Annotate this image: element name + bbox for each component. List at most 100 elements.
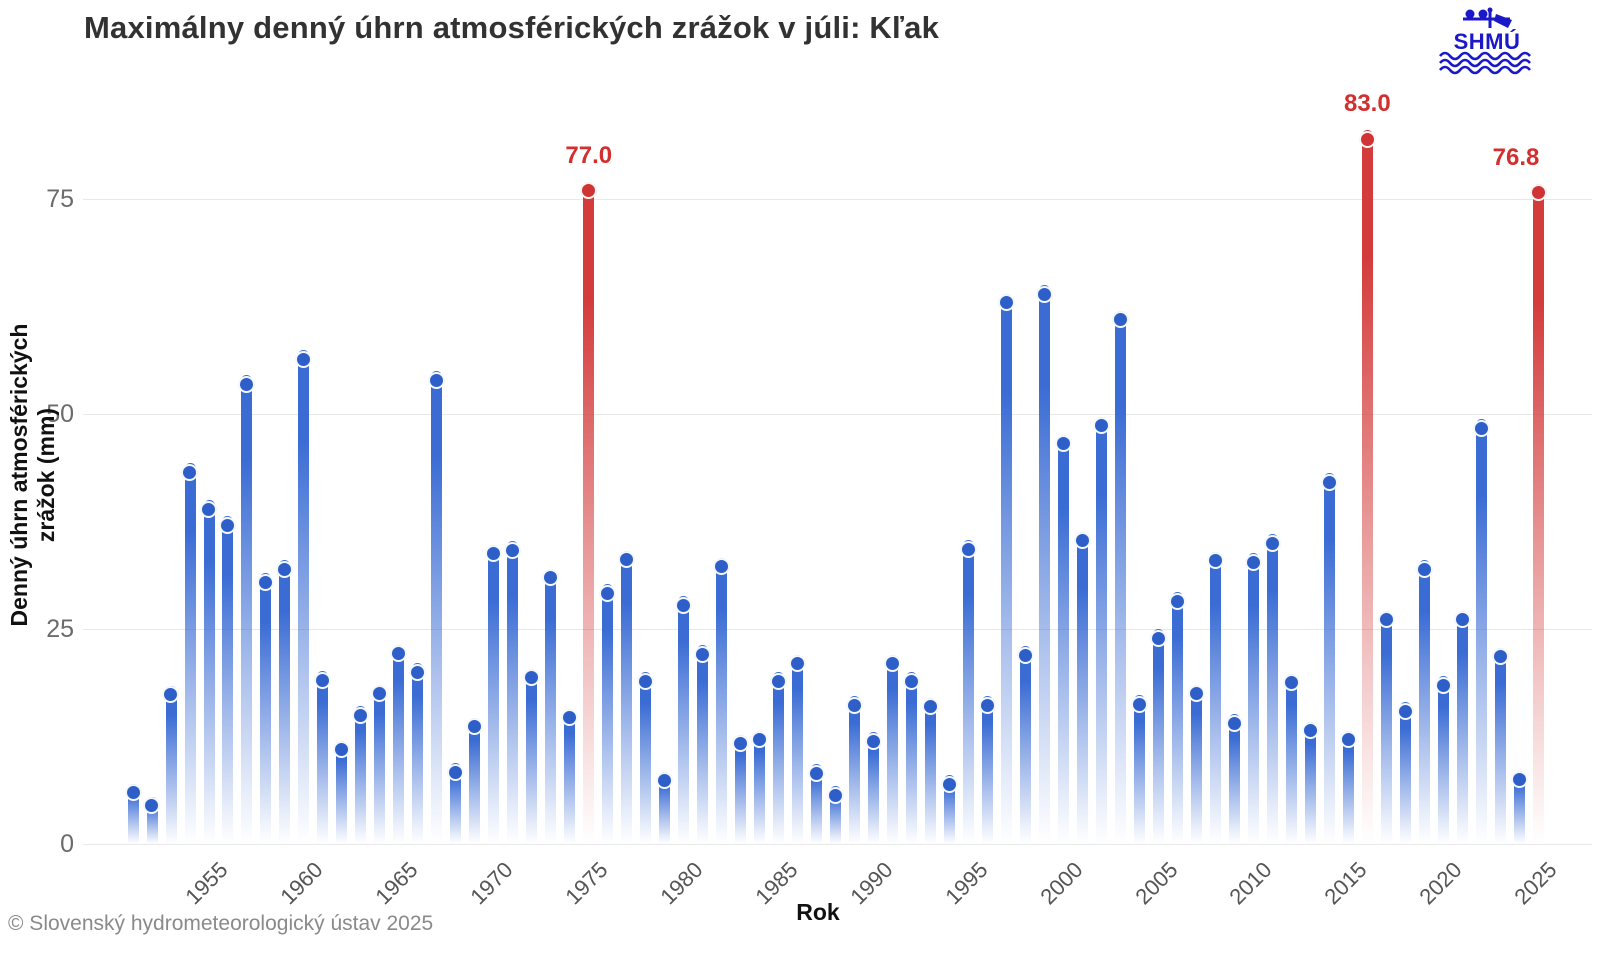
bar-1979[interactable] <box>659 771 671 844</box>
bar-2012[interactable] <box>1285 673 1297 844</box>
bar-1991[interactable] <box>887 654 899 844</box>
bar-1958[interactable] <box>260 573 272 844</box>
bar-dot-1957 <box>238 375 256 393</box>
bar-1957[interactable] <box>241 375 253 844</box>
bar-1978[interactable] <box>640 672 652 844</box>
bar-2004[interactable] <box>1134 695 1145 844</box>
bar-2010[interactable] <box>1247 553 1259 844</box>
bar-dot-1958 <box>257 573 275 591</box>
bar-1998[interactable] <box>1020 646 1031 844</box>
bar-1951[interactable] <box>127 783 139 844</box>
bar-2011[interactable] <box>1266 534 1278 844</box>
bar-1964[interactable] <box>374 684 386 844</box>
bar-1990[interactable] <box>868 732 880 844</box>
x-tick-label-1960: 1960 <box>275 857 328 910</box>
bar-2001[interactable] <box>1077 531 1088 844</box>
x-tick-label-2015: 2015 <box>1319 857 1373 910</box>
bar-2023[interactable] <box>1494 647 1506 844</box>
bar-1993[interactable] <box>925 697 937 844</box>
bar-1969[interactable] <box>469 717 481 844</box>
bar-2016[interactable] <box>1361 130 1373 844</box>
bar-1963[interactable] <box>355 706 367 844</box>
bar-1959[interactable] <box>279 560 291 844</box>
bar-1968[interactable] <box>450 763 462 844</box>
bar-1995[interactable] <box>963 540 975 844</box>
x-tick-label-2025: 2025 <box>1509 857 1562 910</box>
bar-dot-1992 <box>903 672 921 690</box>
bar-1982[interactable] <box>716 557 728 844</box>
bar-2020[interactable] <box>1437 676 1449 844</box>
bar-1984[interactable] <box>754 730 766 844</box>
bar-2024[interactable] <box>1513 770 1525 844</box>
y-tick-label-0: 0 <box>60 830 74 858</box>
bar-dot-1998 <box>1017 646 1035 664</box>
bar-2014[interactable] <box>1323 473 1335 844</box>
bar-2013[interactable] <box>1304 721 1316 844</box>
bar-2015[interactable] <box>1342 730 1354 844</box>
bar-1986[interactable] <box>792 654 804 844</box>
x-tick-label-2005: 2005 <box>1129 857 1183 910</box>
bar-2007[interactable] <box>1190 684 1202 844</box>
bar-1954[interactable] <box>184 463 196 844</box>
bar-2019[interactable] <box>1418 560 1430 844</box>
bar-dot-2025 <box>1529 184 1547 202</box>
bar-2025[interactable] <box>1532 183 1544 844</box>
bar-2018[interactable] <box>1399 702 1411 844</box>
bar-dot-1995 <box>960 540 978 558</box>
bar-dot-1954 <box>181 463 199 481</box>
bar-2005[interactable] <box>1153 629 1164 844</box>
bar-dot-1984 <box>751 730 769 748</box>
bar-1988[interactable] <box>830 786 842 844</box>
bar-1997[interactable] <box>1001 293 1012 844</box>
bar-dot-2021 <box>1453 611 1471 629</box>
bar-1965[interactable] <box>393 644 405 844</box>
bar-dot-1999 <box>1036 285 1054 303</box>
annotation-1975: 77.0 <box>565 141 613 169</box>
bar-1996[interactable] <box>982 696 993 844</box>
bar-1970[interactable] <box>488 544 500 844</box>
chart-title: Maximálny denný úhrn atmosférických zráž… <box>84 10 940 45</box>
logo-text: SHMÚ <box>1454 29 1521 54</box>
bar-1994[interactable] <box>944 775 956 844</box>
bar-1962[interactable] <box>336 740 348 844</box>
bar-2008[interactable] <box>1209 551 1221 844</box>
bar-1973[interactable] <box>545 568 557 844</box>
bar-1960[interactable] <box>298 350 310 844</box>
bar-1956[interactable] <box>222 516 234 844</box>
bar-1981[interactable] <box>697 645 709 844</box>
bar-1967[interactable] <box>431 371 443 844</box>
bar-1955[interactable] <box>203 500 215 844</box>
bar-2021[interactable] <box>1456 610 1468 844</box>
bar-1976[interactable] <box>602 584 614 844</box>
bar-2000[interactable] <box>1058 434 1069 844</box>
bar-1987[interactable] <box>811 764 823 844</box>
bar-1961[interactable] <box>317 671 329 844</box>
bar-dot-1952 <box>143 797 161 815</box>
bar-1977[interactable] <box>621 550 633 844</box>
bar-2009[interactable] <box>1228 714 1240 844</box>
bar-2017[interactable] <box>1380 610 1392 844</box>
bar-1983[interactable] <box>735 734 747 844</box>
bar-dot-1967 <box>428 371 446 389</box>
bar-2003[interactable] <box>1115 310 1126 844</box>
bar-1980[interactable] <box>678 596 690 844</box>
bar-1989[interactable] <box>849 696 861 844</box>
bar-2006[interactable] <box>1171 592 1183 844</box>
bar-dot-1965 <box>390 644 408 662</box>
bar-1966[interactable] <box>412 663 424 844</box>
bar-2002[interactable] <box>1096 416 1107 844</box>
bar-2022[interactable] <box>1475 419 1487 844</box>
bar-1971[interactable] <box>507 541 519 844</box>
bar-dot-1997 <box>998 294 1016 312</box>
bar-1985[interactable] <box>773 672 785 844</box>
bar-dot-1986 <box>789 655 807 673</box>
bar-1953[interactable] <box>165 685 177 844</box>
bar-dot-1951 <box>124 784 142 802</box>
bar-1972[interactable] <box>526 668 538 844</box>
bar-dot-2016 <box>1358 130 1376 148</box>
bar-1974[interactable] <box>564 709 576 844</box>
bar-1952[interactable] <box>146 796 158 844</box>
bar-1992[interactable] <box>906 672 918 844</box>
bar-1999[interactable] <box>1039 285 1050 844</box>
bar-1975[interactable] <box>583 181 595 844</box>
